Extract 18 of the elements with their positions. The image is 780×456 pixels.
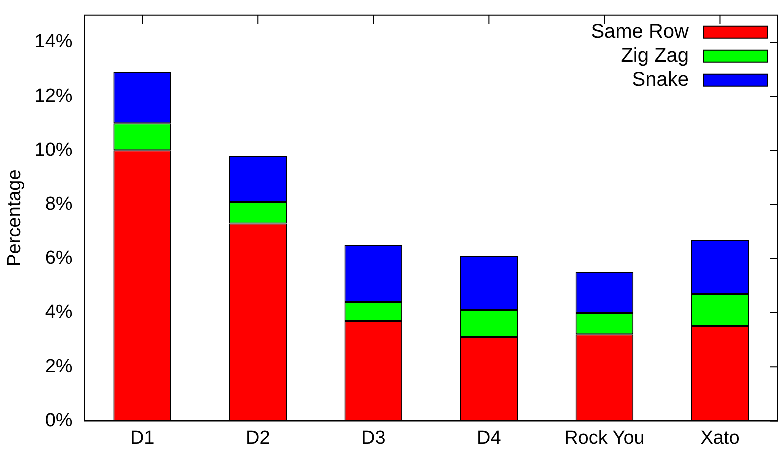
x-tick-label: D1 <box>130 428 155 449</box>
y-tick-label: 14% <box>34 32 73 53</box>
x-tick-label: Rock You <box>564 428 645 449</box>
legend-label: Snake <box>632 68 689 91</box>
x-tick-label: D4 <box>477 428 502 449</box>
y-tick-label: 10% <box>34 140 73 161</box>
y-axis-title: Percentage <box>4 170 26 267</box>
legend-label: Zig Zag <box>621 44 689 67</box>
y-tick-label: 8% <box>45 194 73 216</box>
x-tick-label: D3 <box>362 428 386 449</box>
y-tick-label: 0% <box>45 410 73 432</box>
y-tick-label: 4% <box>45 302 73 324</box>
y-tick-label: 6% <box>45 248 73 270</box>
x-tick-label: D2 <box>246 428 270 449</box>
legend-label: Same Row <box>591 20 690 43</box>
x-tick-label: Xato <box>700 428 740 449</box>
y-tick-label: 12% <box>34 86 73 107</box>
y-tick-label: 2% <box>45 356 73 378</box>
